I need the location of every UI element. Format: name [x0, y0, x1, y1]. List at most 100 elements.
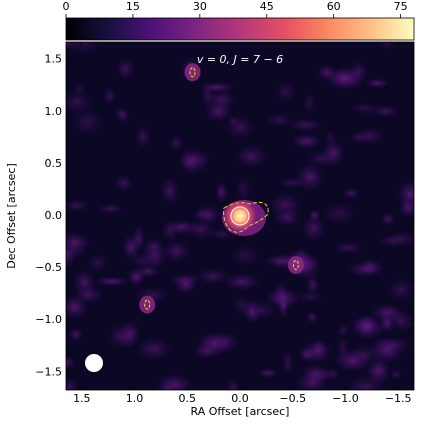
noise [68, 327, 84, 342]
y-tick-label: −0.5 [35, 261, 62, 274]
noise [346, 261, 386, 278]
noise [276, 177, 307, 189]
noise [320, 201, 358, 226]
noise [336, 323, 350, 338]
contour [230, 206, 250, 226]
noise [119, 318, 141, 349]
noise [66, 355, 77, 370]
noise [380, 211, 396, 227]
colorbar-tick-label: 75 [394, 0, 408, 13]
noise [293, 371, 330, 390]
noise [169, 134, 184, 152]
colorbar-tick-label: 45 [260, 0, 274, 13]
contour [189, 67, 196, 78]
noise [196, 331, 231, 356]
noise [192, 208, 209, 220]
noise [389, 368, 403, 381]
noise [196, 267, 230, 286]
noise [113, 174, 134, 192]
noise [159, 176, 180, 206]
noise [161, 218, 179, 243]
noise [66, 199, 91, 212]
noise [365, 357, 391, 385]
noise [173, 274, 198, 295]
noise [358, 314, 377, 336]
colorbar-tick-label: 15 [126, 0, 140, 13]
noise [286, 117, 324, 133]
noise [226, 378, 241, 390]
noise [373, 336, 413, 353]
colorbar-tick-label: 60 [327, 0, 341, 13]
noise [301, 214, 326, 243]
noise [128, 251, 156, 271]
y-tick-label: 1.5 [45, 53, 63, 66]
noise [281, 348, 294, 377]
y-tick-label: 0.0 [45, 209, 63, 222]
contour [292, 259, 299, 270]
noise [378, 42, 395, 52]
noise [224, 114, 256, 140]
noise [199, 82, 236, 93]
x-tick-label: −1.0 [332, 392, 359, 405]
noise [301, 91, 318, 115]
colorbar-tick-label: 0 [63, 0, 70, 13]
noise [229, 243, 261, 268]
colorbar-tick-label: 30 [193, 0, 207, 13]
contour [144, 299, 151, 310]
source [184, 63, 201, 82]
source [287, 255, 304, 274]
noise [135, 124, 152, 150]
noise [377, 233, 408, 248]
x-tick-label: −1.5 [385, 392, 412, 405]
noise [234, 174, 252, 203]
noise [265, 112, 294, 128]
noise [364, 78, 391, 89]
noise [348, 131, 369, 144]
noise [385, 310, 414, 332]
y-tick-label: −1.5 [35, 365, 62, 378]
noise [348, 60, 369, 83]
noise [214, 181, 229, 204]
x-tick-label: 0.0 [231, 392, 249, 405]
noise [296, 291, 325, 304]
noise [398, 197, 414, 219]
noise [66, 231, 92, 255]
noise [348, 101, 381, 115]
noise [162, 239, 191, 263]
noise [321, 138, 345, 167]
noise [126, 267, 146, 287]
noise [114, 106, 130, 123]
noise [386, 276, 414, 303]
x-tick-label: 1.0 [126, 392, 144, 405]
x-tick-label: 1.5 [73, 392, 91, 405]
source [139, 295, 156, 314]
noise [115, 57, 136, 81]
noise [222, 272, 261, 291]
noise [160, 382, 174, 390]
noise [273, 208, 301, 227]
noise [316, 63, 337, 82]
noise [180, 150, 199, 174]
noise [243, 299, 261, 326]
noise [301, 339, 332, 364]
noise [97, 203, 124, 214]
noise [234, 144, 268, 170]
noise [341, 187, 360, 199]
x-axis-label: RA Offset [arcsec] [191, 405, 290, 418]
y-tick-label: 0.5 [45, 157, 63, 170]
noise [272, 279, 290, 308]
noise [66, 89, 95, 115]
noise [290, 133, 323, 150]
noise [306, 311, 319, 324]
noise [66, 376, 79, 390]
noise [273, 81, 299, 104]
colorbar [65, 17, 415, 41]
y-axis-label: Dec Offset [arcsec] [5, 163, 18, 269]
noise [66, 42, 102, 57]
x-tick-label: −0.5 [279, 392, 306, 405]
annotation: v = 0, J = 7 − 6 [197, 53, 283, 66]
noise [69, 107, 105, 137]
noise [326, 367, 341, 381]
noise [102, 86, 117, 106]
